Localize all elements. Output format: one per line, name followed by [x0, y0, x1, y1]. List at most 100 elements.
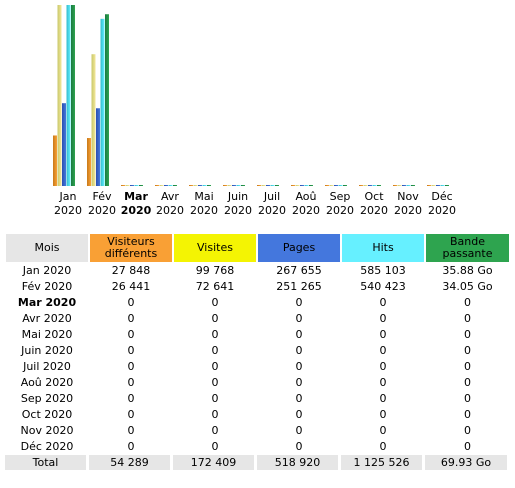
- bar-visits-9: [329, 185, 334, 186]
- cell-visits: 0: [211, 296, 219, 309]
- bar-pages-9: [334, 185, 338, 186]
- total-pages: 518 920: [257, 455, 341, 470]
- cell-hits: 585 103: [360, 264, 406, 277]
- cell-visitors: 0: [127, 424, 135, 437]
- x-tick-label: Déc 2020: [428, 190, 456, 217]
- cell-pages: 267 655: [276, 264, 322, 277]
- cell-bandwidth: 0: [464, 376, 471, 389]
- bar-visits-12: [431, 185, 436, 186]
- cell-visitors: 0: [127, 328, 135, 341]
- cell-visitors: 0: [127, 296, 135, 309]
- bar-bandwidth-5: [207, 185, 211, 186]
- cell-month: Juin 2020: [21, 344, 73, 357]
- table-body: Jan 2020 27 848 99 768 267 655 585 103 35.88 …: [5, 263, 510, 455]
- cell-visitors: 0: [127, 440, 135, 453]
- bar-visits-6: [227, 185, 232, 186]
- cell-month: Aoû 2020: [20, 376, 74, 389]
- bar-visits-7: [261, 185, 266, 186]
- x-tick-label: Sep 2020: [326, 190, 354, 217]
- bar-visits-10: [363, 185, 368, 186]
- bar-bandwidth-4: [173, 185, 177, 186]
- bar-pages-1: [62, 103, 66, 186]
- header-bandwidth: Bande passante: [425, 233, 510, 263]
- bar-pages-11: [402, 185, 406, 186]
- header-pages: Pages: [257, 233, 341, 263]
- bar-visitors-2: [87, 138, 91, 186]
- bar-visitors-9: [325, 185, 329, 186]
- cell-visits: 0: [211, 376, 219, 389]
- bar-bandwidth-3: [139, 185, 143, 186]
- bar-visits-11: [397, 185, 402, 186]
- bar-bandwidth-1: [71, 5, 75, 186]
- cell-hits: 0: [379, 344, 387, 357]
- bar-pages-5: [198, 185, 202, 186]
- bar-pages-4: [164, 185, 168, 186]
- bar-visits-4: [159, 185, 164, 186]
- x-tick-label: Oct 2020: [360, 190, 388, 217]
- cell-month: Déc 2020: [20, 440, 74, 453]
- cell-month: Jan 2020: [22, 264, 72, 277]
- cell-pages: 0: [295, 360, 303, 373]
- cell-visitors: 0: [127, 376, 135, 389]
- x-tick-label: Mai 2020: [190, 190, 218, 217]
- bar-pages-7: [266, 185, 270, 186]
- bar-bandwidth-12: [445, 185, 449, 186]
- bar-pages-3: [130, 185, 134, 186]
- cell-visitors: 0: [127, 312, 135, 325]
- cell-pages: 0: [295, 440, 303, 453]
- cell-bandwidth: 0: [464, 408, 471, 421]
- cell-bandwidth: 34.05 Go: [442, 280, 493, 293]
- bar-visitors-10: [359, 185, 363, 186]
- bar-hits-4: [168, 185, 173, 186]
- header-visitors: Visiteurs différents: [89, 233, 173, 263]
- cell-bandwidth: 35.88 Go: [442, 264, 493, 277]
- table-row: Mar 2020 0 0 0 0 0: [5, 295, 510, 311]
- cell-bandwidth: 0: [464, 312, 471, 325]
- bar-visits-1: [57, 5, 62, 186]
- cell-hits: 0: [379, 392, 387, 405]
- cell-pages: 0: [295, 344, 303, 357]
- x-tick-label: Nov 2020: [394, 190, 422, 217]
- bar-visits-5: [193, 185, 198, 186]
- bar-pages-10: [368, 185, 372, 186]
- cell-visitors: 26 441: [111, 280, 151, 293]
- total-label: Total: [5, 455, 89, 470]
- x-tick-label: Fév 2020: [88, 190, 116, 217]
- cell-month: Fév 2020: [21, 280, 73, 293]
- cell-bandwidth: 0: [464, 424, 471, 437]
- bar-bandwidth-7: [275, 185, 279, 186]
- bar-hits-10: [372, 185, 377, 186]
- cell-hits: 0: [379, 328, 387, 341]
- bar-bandwidth-10: [377, 185, 381, 186]
- cell-pages: 0: [295, 312, 303, 325]
- cell-hits: 0: [379, 440, 387, 453]
- cell-visitors: 0: [127, 360, 135, 373]
- table-row: Déc 2020 0 0 0 0 0: [5, 439, 510, 455]
- bar-visitors-4: [155, 185, 159, 186]
- bar-pages-2: [96, 108, 100, 186]
- cell-visits: 72 641: [195, 280, 235, 293]
- table-row: Mai 2020 0 0 0 0 0: [5, 327, 510, 343]
- x-tick-label: Juin 2020: [224, 190, 252, 217]
- bar-visits-3: [125, 185, 130, 186]
- cell-pages: 251 265: [276, 280, 322, 293]
- cell-visits: 0: [211, 424, 219, 437]
- cell-hits: 0: [379, 312, 387, 325]
- bar-bandwidth-6: [241, 185, 245, 186]
- x-tick-label: Juil 2020: [258, 190, 286, 217]
- bar-pages-8: [300, 185, 304, 186]
- bar-visitors-1: [53, 135, 57, 186]
- table-row: Juil 2020 0 0 0 0 0: [5, 359, 510, 375]
- bar-visits-2: [91, 54, 96, 186]
- bar-visitors-3: [121, 185, 125, 186]
- bar-bandwidth-8: [309, 185, 313, 186]
- x-tick-label: Jan 2020: [54, 190, 82, 217]
- cell-bandwidth: 0: [464, 440, 471, 453]
- bar-visitors-7: [257, 185, 261, 186]
- cell-pages: 0: [295, 296, 303, 309]
- chart-plot: [53, 5, 449, 187]
- cell-visits: 0: [211, 344, 219, 357]
- cell-bandwidth: 0: [464, 328, 471, 341]
- table-row: Sep 2020 0 0 0 0 0: [5, 391, 510, 407]
- bar-hits-5: [202, 185, 207, 186]
